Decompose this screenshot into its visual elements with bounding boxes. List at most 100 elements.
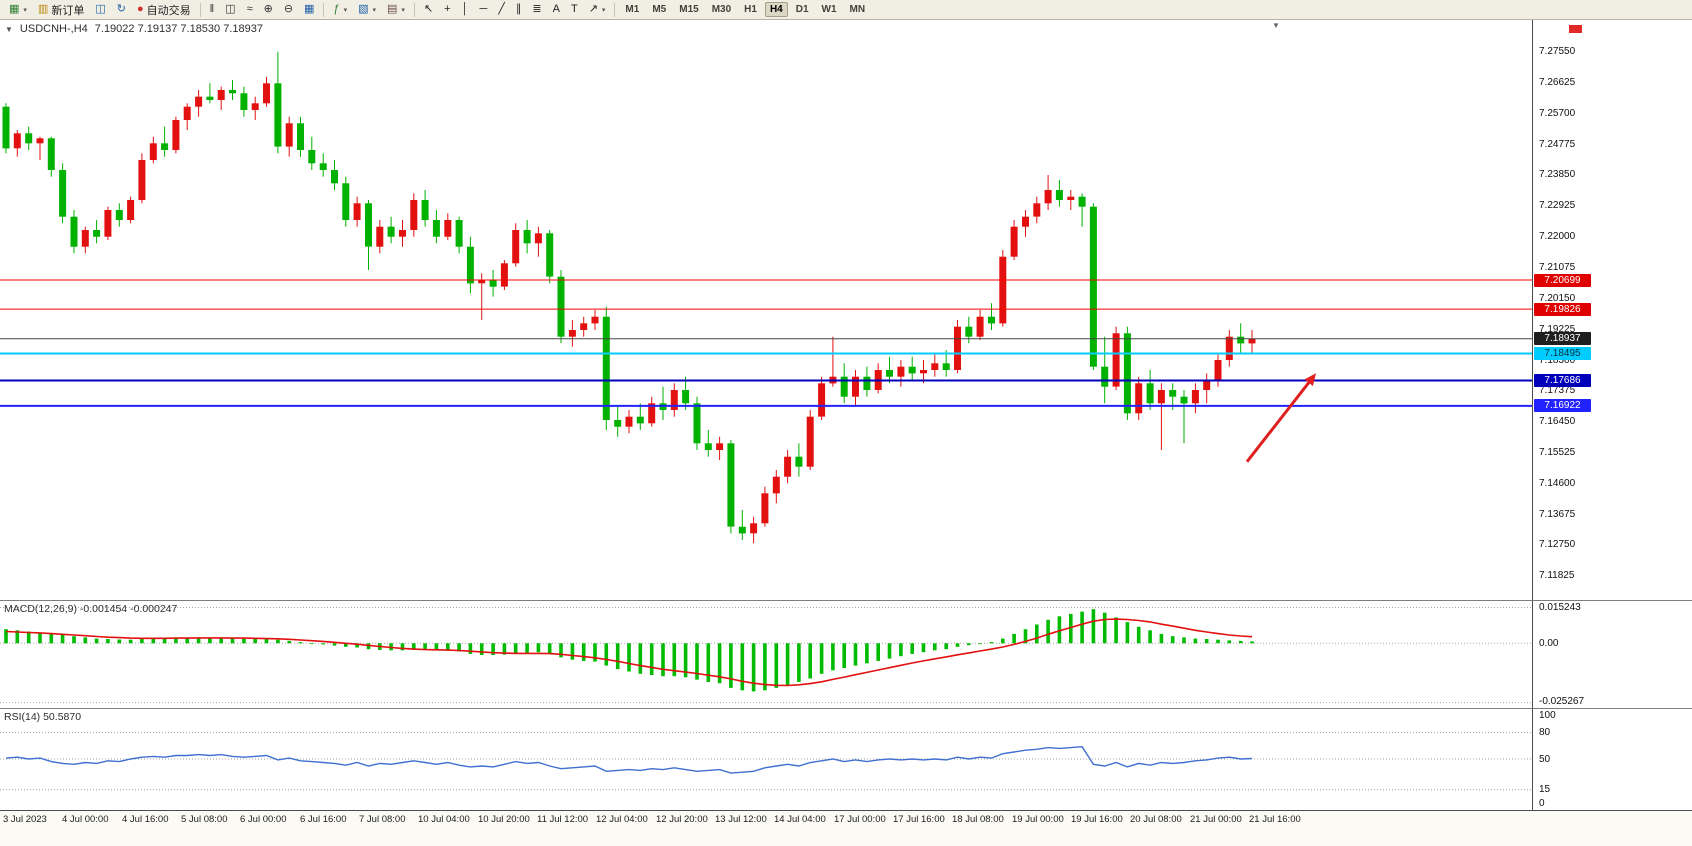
macd-tick: 0.00 — [1539, 638, 1559, 649]
time-label: 5 Jul 08:00 — [181, 814, 228, 825]
label-icon: T — [570, 3, 578, 15]
label-button[interactable]: T — [566, 1, 583, 18]
price-tick: 7.18300 — [1539, 355, 1576, 366]
symbol-dropdown-icon[interactable]: ▼ — [5, 24, 13, 34]
timeframe-m15-button[interactable]: M15 — [679, 4, 699, 15]
zoom-out-button[interactable]: ⊖ — [279, 1, 298, 18]
price-tick: 7.19225 — [1539, 324, 1576, 335]
price-badge: 7.18495 — [1534, 347, 1591, 360]
main-chart[interactable]: ▼ USDCNH-,H4 7.19022 7.19137 7.18530 7.1… — [0, 20, 1532, 600]
macd-axis: 0.015243 0.00 -0.025267 — [1532, 600, 1692, 708]
time-label: 17 Jul 00:00 — [834, 814, 886, 825]
vertical-line-icon: │ — [461, 3, 469, 15]
time-label: 13 Jul 12:00 — [715, 814, 767, 825]
new-order-button[interactable]: ▥ 新订单 — [33, 1, 89, 18]
rsi-tick: 0 — [1539, 798, 1545, 809]
channel-button[interactable]: ∥ — [511, 1, 527, 18]
time-label: 20 Jul 08:00 — [1130, 814, 1182, 825]
cursor-icon: ↖ — [423, 3, 434, 15]
chart-windows-button[interactable]: ◫ — [90, 1, 110, 18]
trendline-icon: ╱ — [498, 3, 505, 15]
price-tick: 7.27550 — [1539, 46, 1576, 57]
bars-chart-icon: ‖ — [209, 3, 215, 15]
chart-shift-marker[interactable]: ▼ — [1272, 21, 1280, 30]
crosshair-button[interactable]: + — [439, 1, 455, 18]
rsi-line — [5, 745, 1253, 774]
rsi-panel[interactable]: RSI(14) 50.5870 — [0, 708, 1532, 810]
timeframe-h4-button[interactable]: H4 — [764, 2, 788, 17]
auto-trading-button[interactable]: ● 自动交易 — [132, 1, 196, 18]
periods-icon: ▧ — [358, 3, 369, 15]
main-chart-canvas[interactable] — [0, 20, 1532, 600]
chevron-down-icon: ▾ — [401, 6, 405, 14]
horizontal-line-icon: ─ — [479, 3, 488, 15]
toolbar-separator — [614, 2, 616, 17]
rsi-tick: 50 — [1539, 754, 1551, 765]
arrows-button[interactable]: ↗ ▾ — [584, 1, 611, 18]
arrows-icon: ↗ — [588, 3, 598, 15]
price-axis[interactable]: 7.27550 7.26625 7.25700 7.24775 7.23850 7.229… — [1532, 20, 1692, 600]
timeframe-m1-button[interactable]: M1 — [625, 4, 640, 15]
rsi-levels — [0, 732, 1532, 791]
time-label: 10 Jul 20:00 — [478, 814, 530, 825]
timeframe-m5-button[interactable]: M5 — [652, 4, 667, 15]
time-label: 18 Jul 08:00 — [952, 814, 1004, 825]
macd-canvas[interactable] — [0, 601, 1532, 708]
time-label: 19 Jul 16:00 — [1071, 814, 1123, 825]
horizontal-line-button[interactable]: ─ — [474, 1, 492, 18]
time-label: 21 Jul 00:00 — [1190, 814, 1242, 825]
price-tick: 7.22000 — [1539, 231, 1576, 242]
rsi-canvas[interactable] — [0, 709, 1532, 810]
periods-button[interactable]: ▧ ▾ — [353, 1, 381, 18]
line-chart-button[interactable]: ≈ — [242, 1, 258, 18]
macd-panel[interactable]: MACD(12,26,9) -0.001454 -0.000247 — [0, 600, 1532, 708]
new-order-icon: ▥ — [37, 3, 49, 15]
bars-chart-button[interactable]: ‖ — [205, 1, 220, 18]
timeframe-w1-button[interactable]: W1 — [821, 4, 837, 15]
price-badge: 7.19826 — [1534, 303, 1591, 316]
text-button[interactable]: A — [548, 1, 565, 18]
vertical-line-button[interactable]: │ — [457, 1, 474, 18]
time-label: 4 Jul 00:00 — [62, 814, 109, 825]
candles-chart-icon: ◫ — [225, 3, 236, 15]
timeframe-d1-button[interactable]: D1 — [795, 4, 809, 15]
price-tick: 7.16450 — [1539, 416, 1576, 427]
refresh-icon: ↻ — [116, 3, 126, 15]
chevron-down-icon: ▾ — [343, 6, 348, 14]
timeframe-mn-button[interactable]: MN — [849, 4, 866, 15]
time-label: 19 Jul 00:00 — [1012, 814, 1064, 825]
fibonacci-button[interactable]: ≣ — [527, 1, 546, 18]
time-label: 17 Jul 16:00 — [893, 814, 945, 825]
trendline-button[interactable]: ╱ — [493, 1, 510, 18]
time-label: 11 Jul 12:00 — [537, 814, 589, 825]
price-tick: 7.21075 — [1539, 262, 1576, 273]
indicators-icon: ƒ — [333, 3, 340, 15]
indicators-button[interactable]: ƒ ▾ — [328, 1, 352, 18]
cursor-button[interactable]: ↖ — [419, 1, 438, 18]
price-tick: 7.17375 — [1539, 385, 1576, 396]
rsi-tick: 15 — [1539, 784, 1551, 795]
zoom-in-button[interactable]: ⊕ — [259, 1, 278, 18]
price-tick: 7.14600 — [1539, 478, 1576, 489]
time-label: 21 Jul 16:00 — [1249, 814, 1301, 825]
text-icon: A — [552, 3, 560, 15]
templates-icon: ▤ — [387, 3, 398, 15]
hlines-layer — [0, 279, 1532, 407]
time-axis[interactable]: 3 Jul 2023 4 Jul 00:00 4 Jul 16:00 5 Jul 08… — [0, 810, 1692, 846]
tile-windows-button[interactable]: ▦ — [299, 1, 319, 18]
templates-button[interactable]: ▤ ▾ — [382, 1, 410, 18]
channel-icon: ∥ — [515, 3, 522, 15]
candles-chart-button[interactable]: ◫ — [220, 1, 240, 18]
refresh-button[interactable]: ↻ — [112, 1, 131, 18]
price-badge: 7.17686 — [1534, 374, 1591, 387]
fibonacci-icon: ≣ — [532, 3, 542, 15]
time-label: 6 Jul 16:00 — [300, 814, 347, 825]
new-chart-button[interactable]: ▦ ▾ — [4, 1, 32, 18]
time-label: 6 Jul 00:00 — [240, 814, 287, 825]
line-chart-icon: ≈ — [246, 3, 253, 15]
timeframe-h1-button[interactable]: H1 — [744, 4, 757, 15]
timeframe-m30-button[interactable]: M30 — [711, 4, 732, 15]
tile-windows-icon: ▦ — [304, 3, 315, 15]
price-badge: 7.20699 — [1534, 274, 1591, 287]
